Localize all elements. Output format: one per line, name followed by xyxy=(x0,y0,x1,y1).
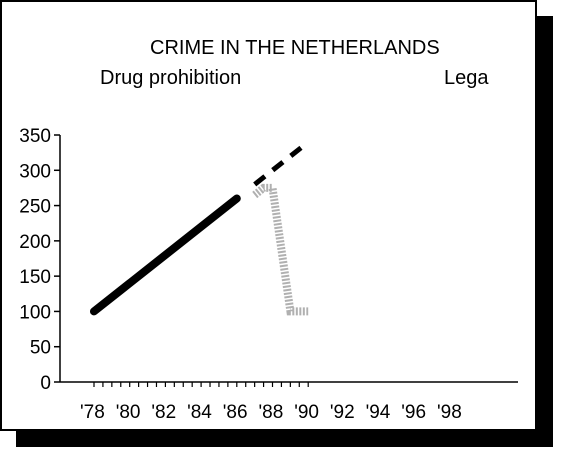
y-tick-label: 150 xyxy=(19,267,51,288)
y-tick-label: 250 xyxy=(19,197,51,218)
x-tick-label: '78 xyxy=(80,402,105,423)
x-tick-label: '98 xyxy=(437,402,462,423)
chart-title: CRIME IN THE NETHERLANDS xyxy=(150,37,440,59)
x-tick-label: '82 xyxy=(151,402,176,423)
x-tick-label: '80 xyxy=(116,402,141,423)
annotation-lega: Lega xyxy=(444,67,489,89)
x-tick-label: '90 xyxy=(294,402,319,423)
y-tick-label: 350 xyxy=(19,126,51,147)
x-tick-label: '96 xyxy=(401,402,426,423)
y-tick-label: 100 xyxy=(19,302,51,323)
chart-frame: CRIME IN THE NETHERLANDS Drug prohibitio… xyxy=(0,0,537,431)
y-tick-label: 200 xyxy=(19,232,51,253)
series-line-1 xyxy=(253,140,310,187)
annotation-drug-prohibition: Drug prohibition xyxy=(100,67,241,89)
y-tick-label: 50 xyxy=(30,338,51,359)
series-line-2 xyxy=(252,183,309,316)
y-tick-label: 0 xyxy=(40,373,51,394)
x-tick-label: '84 xyxy=(187,402,212,423)
x-tick-label: '94 xyxy=(366,402,391,423)
x-tick-label: '86 xyxy=(223,402,248,423)
x-tick-label: '88 xyxy=(259,402,284,423)
y-tick-label: 300 xyxy=(19,161,51,182)
chart: CRIME IN THE NETHERLANDS Drug prohibitio… xyxy=(19,37,518,423)
series-line-0 xyxy=(90,194,241,316)
x-tick-label: '92 xyxy=(330,402,355,423)
